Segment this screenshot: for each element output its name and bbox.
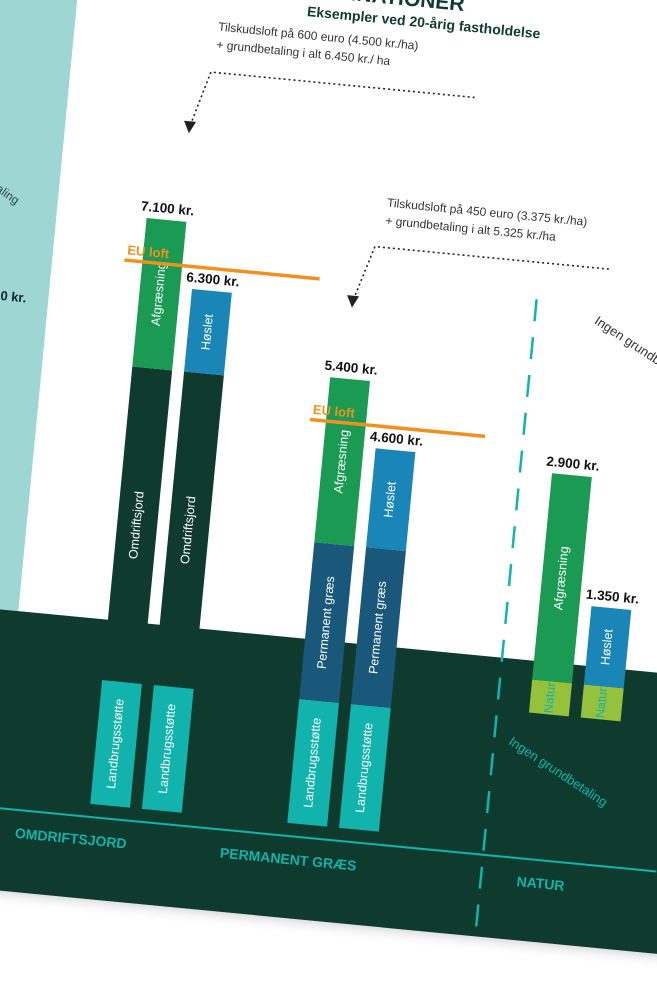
segment-label-afgraesning: Afgræsning <box>149 262 169 327</box>
segment-label-hoslet: Høslet <box>199 313 216 351</box>
no-basic-payment-top: Ingen grundbetaling <box>592 313 657 389</box>
bar-segment-omdriftsjord-2-landbrugsstotte <box>141 685 194 813</box>
bar-segment-permanent-graes-2-landbrugsstotte <box>339 704 391 832</box>
bar-segment-permanent-graes-2-hoslet <box>366 448 416 552</box>
segment-label-hoslet: Høslet <box>598 628 615 666</box>
eu-cap-line <box>309 417 486 439</box>
bar-segment-permanent-graes-1-permanent-graes <box>299 542 355 703</box>
bar-total-label: 5.400 kr. <box>324 358 379 378</box>
segment-label-natur: Natur <box>593 687 610 719</box>
left-panel <box>0 0 88 612</box>
cap-450-pointer <box>351 245 609 303</box>
segment-label-afgraesning: Afgræsning <box>331 429 351 494</box>
bar-segment-natur-2-hoslet <box>583 606 632 689</box>
bar-segment-omdriftsjord-2-omdriftsjord <box>153 371 224 689</box>
bar-total-label: 1.350 kr. <box>585 587 640 607</box>
bar-total-label: 4.600 kr. <box>369 429 424 449</box>
segment-label-natur: Natur <box>541 682 558 714</box>
eu-cap-label: EU loft <box>127 242 171 261</box>
segment-label-hoslet: Høslet <box>381 480 398 518</box>
bar-segment-permanent-graes-2-permanent-graes <box>350 547 406 708</box>
infographic-poster: betaling 0 kr. INATIONER Eksempler ved 2… <box>0 0 657 956</box>
segment-label-omdriftsjord: Omdriftsjord <box>126 491 146 560</box>
bar-segment-omdriftsjord-2-hoslet <box>184 288 232 376</box>
cap-600-pointer <box>188 71 475 128</box>
stacked-bar-chart: betaling 0 kr. INATIONER Eksempler ved 2… <box>0 0 657 956</box>
category-baseline <box>0 797 657 873</box>
segment-label-omdriftsjord: Omdriftsjord <box>178 496 198 565</box>
category-label-natur: NATUR <box>516 873 565 894</box>
bar-segment-natur-2-natur <box>580 684 624 722</box>
bar-total-label: 6.300 kr. <box>186 269 241 289</box>
left-panel-partial-value: 0 kr. <box>0 288 27 305</box>
bar-segment-omdriftsjord-1-omdriftsjord <box>102 366 173 684</box>
bar-segment-natur-1-afgraesning <box>532 473 592 684</box>
natur-divider-line <box>474 299 538 937</box>
eu-cap-label: EU loft <box>312 402 356 421</box>
bar-segment-omdriftsjord-1-afgraesning <box>132 217 187 371</box>
segment-label-afgraesning: Afgræsning <box>551 546 571 611</box>
bar-segment-natur-1-natur <box>528 679 572 717</box>
bar-segment-omdriftsjord-1-landbrugsstotte <box>90 680 142 808</box>
eu-cap-line <box>124 258 320 281</box>
bars-layer: LandbrugsstøtteOmdriftsjordAfgræsning7.1… <box>90 198 640 832</box>
bar-total-label: 2.900 kr. <box>546 454 601 474</box>
cap-450-arrowhead <box>347 295 360 308</box>
bar-segment-permanent-graes-1-landbrugsstotte <box>287 699 340 827</box>
bar-total-label: 7.100 kr. <box>140 198 195 218</box>
bar-segment-permanent-graes-1-afgraesning <box>314 377 371 547</box>
cap-600-arrowhead <box>184 120 197 134</box>
